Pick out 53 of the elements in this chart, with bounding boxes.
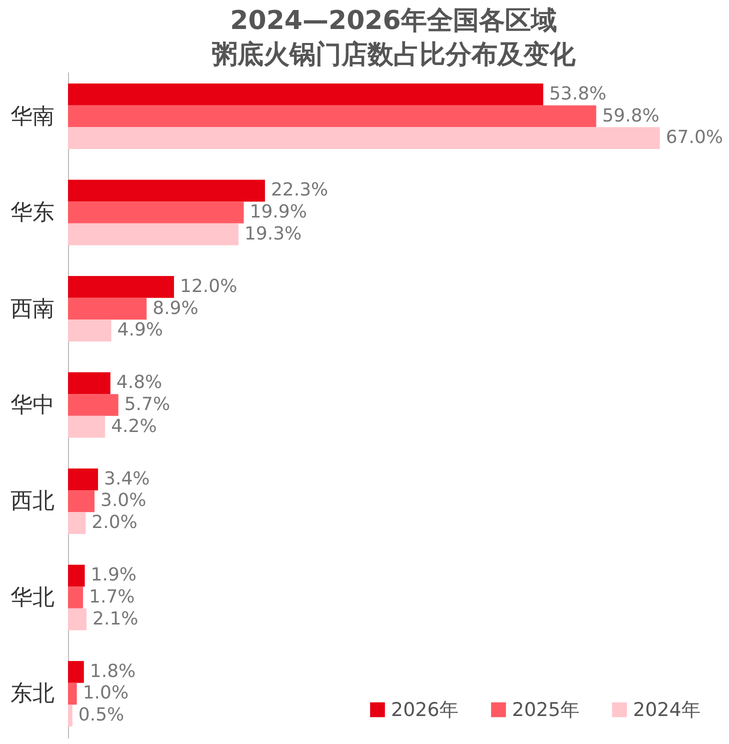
bar — [68, 564, 85, 587]
legend-label: 2025年 — [512, 698, 580, 721]
data-label: 59.8% — [602, 105, 660, 126]
bar — [68, 202, 244, 224]
data-label: 1.0% — [82, 682, 129, 704]
y-tick-label: 东北 — [10, 682, 54, 707]
legend-label: 2026年 — [391, 698, 458, 721]
y-tick-label: 华东 — [10, 200, 54, 226]
data-label: 1.7% — [89, 586, 135, 608]
legend-label: 2024年 — [633, 698, 700, 721]
bar — [68, 586, 84, 608]
bar — [68, 127, 660, 149]
y-tick-label: 华中 — [10, 393, 54, 418]
data-label: 2.0% — [92, 512, 138, 534]
data-label: 4.9% — [117, 320, 164, 341]
data-label: 2.1% — [92, 608, 138, 630]
bar — [68, 105, 596, 128]
y-tick-label: 华北 — [10, 585, 54, 610]
bar — [68, 682, 77, 705]
bar — [68, 468, 98, 490]
data-label: 0.5% — [78, 704, 124, 726]
y-tick-label: 华南 — [10, 104, 54, 130]
data-label: 22.3% — [270, 180, 328, 201]
data-label: 4.2% — [111, 416, 157, 437]
data-label: 12.0% — [180, 276, 238, 297]
bar — [68, 608, 87, 630]
data-label: 3.4% — [104, 468, 150, 490]
bar — [68, 298, 147, 320]
bar — [68, 394, 118, 416]
bar — [68, 490, 94, 512]
data-label: 53.8% — [549, 83, 606, 104]
chart-title: 2024—2026年全国各区域粥底火锅门店数占比分布及变化 — [212, 6, 576, 70]
bar — [68, 416, 106, 438]
bar — [68, 320, 112, 342]
data-label: 5.7% — [124, 394, 170, 415]
y-tick-label: 西北 — [10, 489, 54, 514]
bar — [68, 180, 265, 202]
bar — [68, 84, 544, 106]
bar — [68, 276, 174, 298]
data-label: 8.9% — [152, 298, 198, 319]
data-label: 19.9% — [250, 202, 307, 223]
data-label: 19.3% — [244, 223, 302, 244]
data-label: 1.8% — [90, 660, 136, 682]
data-label: 3.0% — [100, 490, 146, 512]
bar — [68, 223, 238, 246]
data-label: 4.8% — [116, 372, 162, 394]
bar — [68, 704, 72, 726]
y-tick-label: 西南 — [10, 296, 54, 322]
data-label: 1.9% — [90, 564, 137, 586]
data-label: 67.0% — [666, 127, 724, 148]
bar — [68, 372, 110, 394]
bar — [68, 661, 84, 683]
bar — [68, 512, 86, 534]
